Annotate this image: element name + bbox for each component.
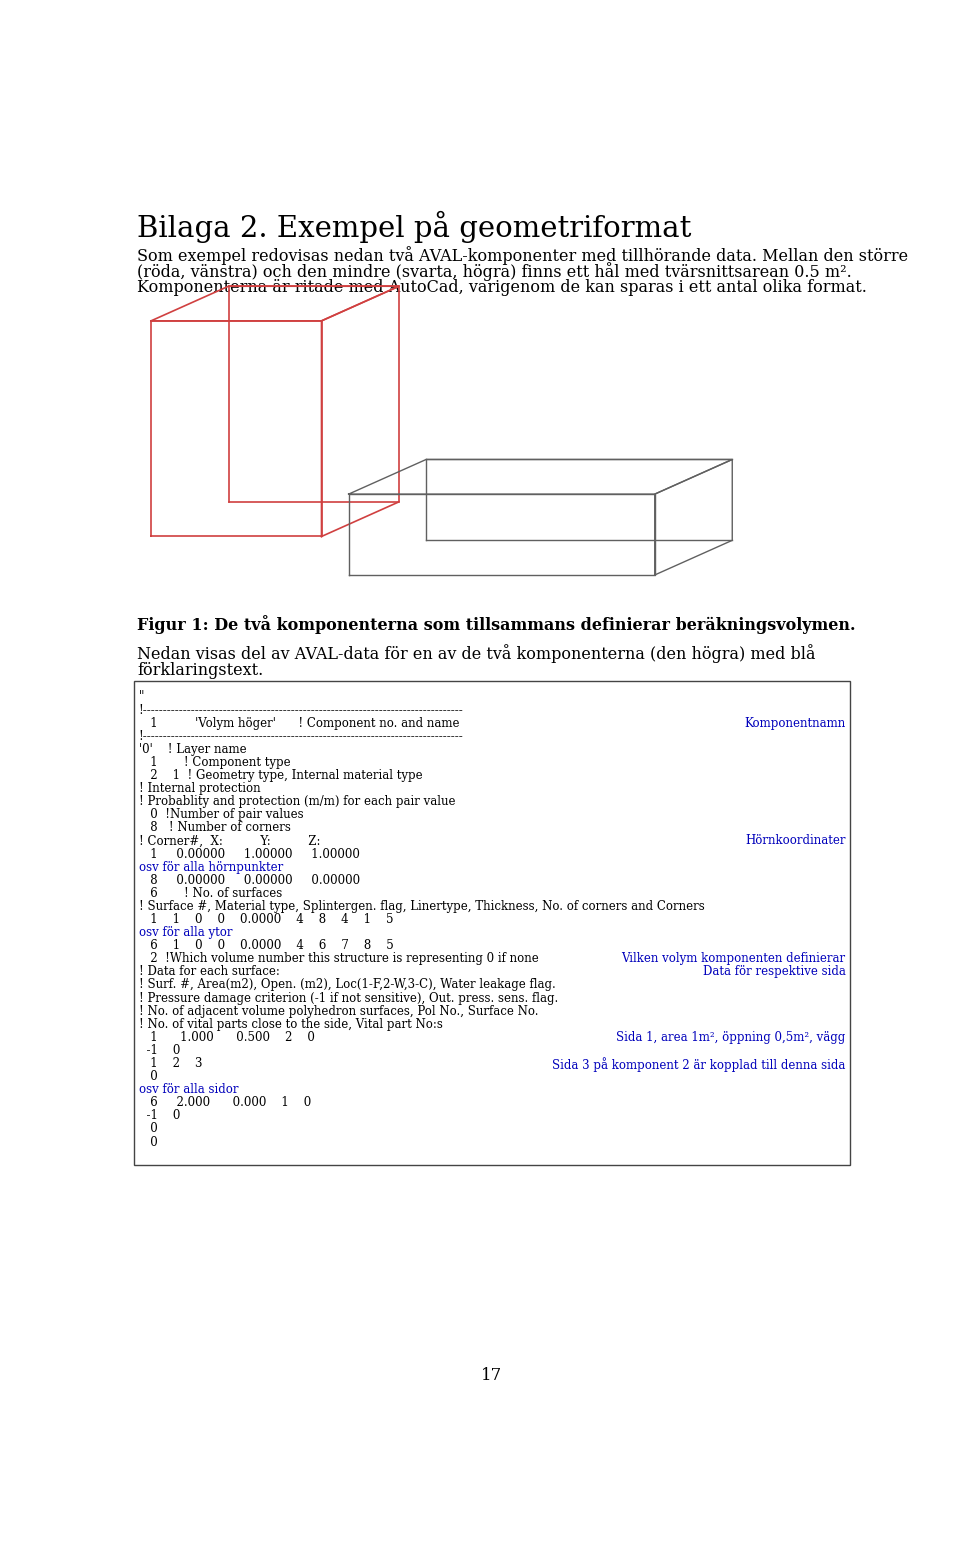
Text: -1    0: -1 0 [138, 1044, 180, 1056]
Text: ! Corner#,  X:          Y:          Z:: ! Corner#, X: Y: Z: [138, 834, 320, 847]
Text: 8     0.00000     0.00000     0.00000: 8 0.00000 0.00000 0.00000 [138, 873, 360, 887]
Text: !-------------------------------------------------------------------------------: !---------------------------------------… [138, 704, 464, 717]
Text: 0: 0 [138, 1123, 157, 1135]
Text: Sida 1, area 1m², öppning 0,5m², vägg: Sida 1, area 1m², öppning 0,5m², vägg [616, 1031, 846, 1044]
Polygon shape [348, 495, 655, 575]
Text: Bilaga 2. Exempel på geometriformat: Bilaga 2. Exempel på geometriformat [137, 211, 691, 244]
Text: 0: 0 [138, 1070, 157, 1083]
Text: Komponentnamn: Komponentnamn [744, 717, 846, 729]
Text: Komponenterna är ritade med AutoCad, varigenom de kan sparas i ett antal olika f: Komponenterna är ritade med AutoCad, var… [137, 279, 867, 296]
Text: osv för alla ytor: osv för alla ytor [138, 926, 232, 938]
Text: !-------------------------------------------------------------------------------: !---------------------------------------… [138, 729, 464, 743]
Text: (röda, vänstra) och den mindre (svarta, högra) finns ett hål med tvärsnittsarean: (röda, vänstra) och den mindre (svarta, … [137, 262, 852, 281]
Text: ! Internal protection: ! Internal protection [138, 782, 260, 796]
Polygon shape [348, 459, 732, 495]
Text: ! Surface #, Material type, Splintergen. flag, Linertype, Thickness, No. of corn: ! Surface #, Material type, Splintergen.… [138, 900, 705, 914]
Text: förklaringstext.: förklaringstext. [137, 662, 263, 679]
Text: Vilken volym komponenten definierar: Vilken volym komponenten definierar [621, 952, 846, 965]
Text: 6     2.000      0.000    1    0: 6 2.000 0.000 1 0 [138, 1097, 311, 1109]
Text: ! Pressure damage criterion (-1 if not sensitive), Out. press. sens. flag.: ! Pressure damage criterion (-1 if not s… [138, 991, 558, 1005]
Text: Nedan visas del av AVAL-data för en av de två komponenterna (den högra) med blå: Nedan visas del av AVAL-data för en av d… [137, 644, 816, 664]
Text: -1    0: -1 0 [138, 1109, 180, 1123]
Text: 2    1  ! Geometry type, Internal material type: 2 1 ! Geometry type, Internal material t… [138, 769, 422, 782]
Text: 1      1.000      0.500    2    0: 1 1.000 0.500 2 0 [138, 1031, 315, 1044]
Text: 1     0.00000     1.00000     1.00000: 1 0.00000 1.00000 1.00000 [138, 847, 359, 861]
Text: ! Probablity and protection (m/m) for each pair value: ! Probablity and protection (m/m) for ea… [138, 796, 455, 808]
Polygon shape [322, 287, 399, 537]
Text: Sida 3 på komponent 2 är kopplad till denna sida: Sida 3 på komponent 2 är kopplad till de… [552, 1056, 846, 1072]
Text: 1       ! Component type: 1 ! Component type [138, 755, 290, 769]
Polygon shape [151, 287, 399, 321]
Text: 8   ! Number of corners: 8 ! Number of corners [138, 822, 291, 834]
Text: '0'    ! Layer name: '0' ! Layer name [138, 743, 246, 755]
Polygon shape [151, 321, 322, 537]
Text: 0: 0 [138, 1135, 157, 1149]
Text: 17: 17 [481, 1366, 503, 1383]
Text: 6    1    0    0    0.0000    4    6    7    8    5: 6 1 0 0 0.0000 4 6 7 8 5 [138, 940, 394, 952]
Text: Figur 1: De två komponenterna som tillsammans definierar beräkningsvolymen.: Figur 1: De två komponenterna som tillsa… [137, 616, 855, 634]
Text: 1          'Volym höger'      ! Component no. and name: 1 'Volym höger' ! Component no. and name [138, 717, 459, 729]
Text: Som exempel redovisas nedan två AVAL-komponenter med tillhörande data. Mellan de: Som exempel redovisas nedan två AVAL-kom… [137, 247, 908, 265]
Polygon shape [655, 459, 732, 575]
Text: ": " [138, 690, 144, 704]
Text: 2  !Which volume number this structure is representing 0 if none: 2 !Which volume number this structure is… [138, 952, 539, 965]
Text: Data för respektive sida: Data för respektive sida [703, 965, 846, 979]
Text: 0  !Number of pair values: 0 !Number of pair values [138, 808, 303, 822]
Text: 6       ! No. of surfaces: 6 ! No. of surfaces [138, 887, 282, 900]
Text: ! Data for each surface:: ! Data for each surface: [138, 965, 279, 979]
Text: osv för alla sidor: osv för alla sidor [138, 1083, 238, 1097]
Text: ! Surf. #, Area(m2), Open. (m2), Loc(1-F,2-W,3-C), Water leakage flag.: ! Surf. #, Area(m2), Open. (m2), Loc(1-F… [138, 979, 555, 991]
Text: 1    1    0    0    0.0000    4    8    4    1    5: 1 1 0 0 0.0000 4 8 4 1 5 [138, 914, 393, 926]
Text: osv för alla hörnpunkter: osv för alla hörnpunkter [138, 861, 283, 873]
Bar [134, 681, 850, 1165]
Text: ! No. of adjacent volume polyhedron surfaces, Pol No., Surface No.: ! No. of adjacent volume polyhedron surf… [138, 1005, 539, 1017]
Text: ! No. of vital parts close to the side, Vital part No:s: ! No. of vital parts close to the side, … [138, 1017, 443, 1031]
Text: 1    2    3: 1 2 3 [138, 1056, 203, 1070]
Text: Hörnkoordinater: Hörnkoordinater [745, 834, 846, 847]
